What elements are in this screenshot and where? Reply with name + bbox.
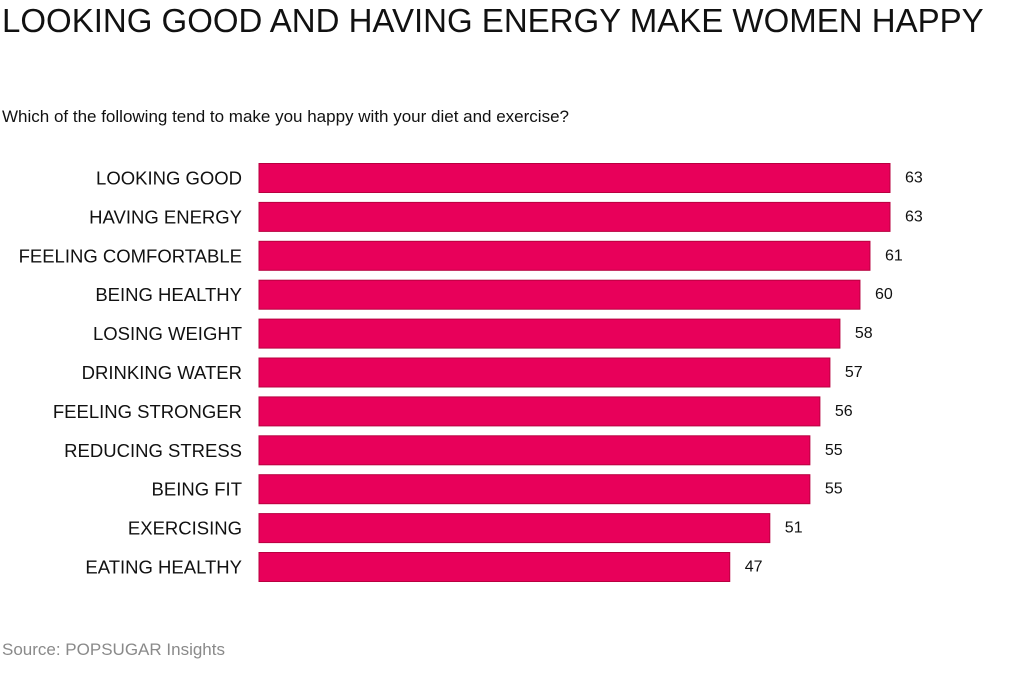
value-label: 47 bbox=[745, 559, 763, 576]
category-label: FEELING STRONGER bbox=[53, 401, 242, 422]
value-label: 61 bbox=[885, 247, 903, 264]
bar bbox=[258, 279, 861, 310]
value-label: 55 bbox=[825, 442, 843, 459]
value-label: 63 bbox=[905, 170, 923, 187]
bar bbox=[258, 513, 771, 544]
bar bbox=[258, 163, 891, 193]
category-label: BEING HEALTHY bbox=[95, 284, 242, 305]
category-label: BEING FIT bbox=[152, 479, 242, 500]
category-label: EXERCISING bbox=[128, 518, 242, 539]
bar-chart: LOOKING GOOD 63 HAVING ENERGY 63 FEELING COM… bbox=[19, 163, 923, 582]
category-label: EATING HEALTHY bbox=[85, 557, 242, 578]
bar bbox=[258, 240, 871, 271]
value-label: 60 bbox=[875, 286, 893, 303]
value-label: 63 bbox=[905, 208, 923, 225]
chart-title: LOOKING GOOD AND HAVING ENERGY MAKE WOME… bbox=[2, 2, 984, 39]
value-label: 56 bbox=[835, 403, 853, 420]
category-label: DRINKING WATER bbox=[82, 362, 242, 383]
value-label: 55 bbox=[825, 481, 843, 498]
value-label: 57 bbox=[845, 364, 863, 381]
bar bbox=[258, 474, 811, 505]
category-label: LOOKING GOOD bbox=[96, 168, 242, 189]
bar bbox=[258, 318, 841, 349]
bar bbox=[258, 201, 891, 232]
category-label: FEELING COMFORTABLE bbox=[19, 245, 242, 266]
value-label: 51 bbox=[785, 520, 803, 537]
bar bbox=[258, 435, 811, 466]
bars-layer: LOOKING GOOD 63 HAVING ENERGY 63 FEELING COM… bbox=[19, 163, 923, 582]
category-label: HAVING ENERGY bbox=[89, 206, 242, 227]
chart-subtitle: Which of the following tend to make you … bbox=[2, 107, 569, 126]
category-label: REDUCING STRESS bbox=[64, 440, 242, 461]
bar bbox=[258, 552, 731, 582]
value-label: 58 bbox=[855, 325, 873, 342]
category-label: LOSING WEIGHT bbox=[93, 323, 242, 344]
bar bbox=[258, 396, 821, 427]
source-note: Source: POPSUGAR Insights bbox=[2, 640, 225, 659]
bar bbox=[258, 357, 831, 388]
